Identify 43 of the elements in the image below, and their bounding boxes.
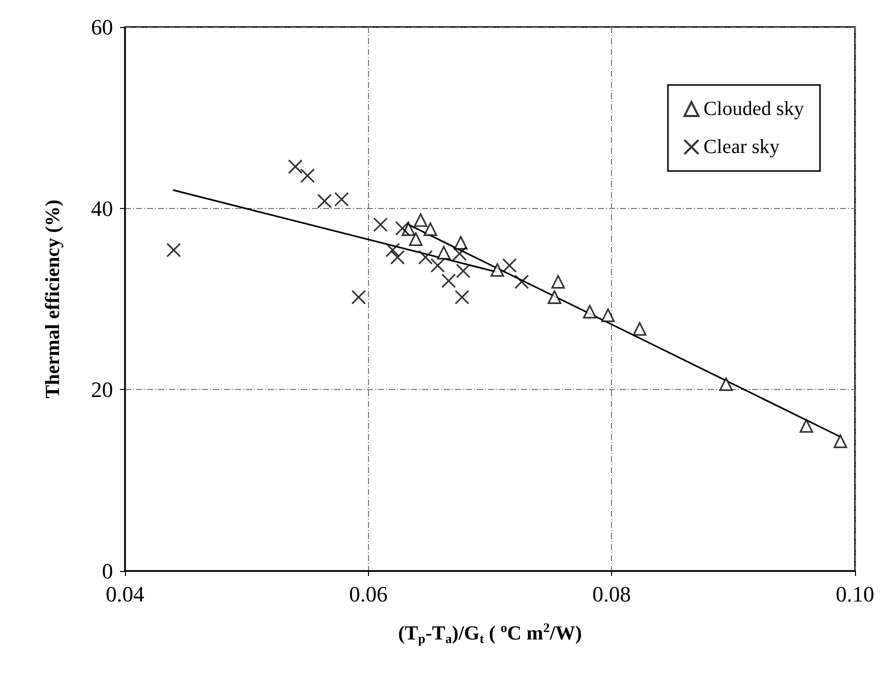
y-tick-label: 0 (102, 558, 113, 584)
point (390, 250, 405, 265)
point (452, 246, 467, 261)
point (414, 213, 428, 227)
x-tick-label: 0.06 (349, 582, 388, 606)
legend-label: Clear sky (703, 136, 780, 158)
x-tick-label: 0.04 (106, 582, 144, 606)
y-tick-label: 40 (91, 196, 113, 221)
point (601, 308, 615, 322)
y-tick-label: 20 (91, 377, 113, 402)
point (288, 159, 303, 174)
point (502, 258, 517, 273)
point (300, 168, 315, 183)
point (548, 290, 562, 304)
point (490, 263, 504, 277)
legend-label: Clouded sky (703, 98, 804, 120)
point (436, 246, 451, 260)
point (454, 290, 470, 304)
y-tick-label: 60 (91, 14, 113, 40)
point (514, 274, 529, 290)
point (166, 242, 181, 258)
point (334, 192, 349, 207)
point (385, 242, 400, 258)
point (424, 222, 438, 236)
point (632, 322, 646, 336)
point (418, 250, 433, 265)
point (408, 232, 423, 246)
point (800, 419, 814, 433)
y-axis-title: Thermal efficiency (%) (42, 200, 64, 398)
point (454, 236, 468, 250)
point (582, 304, 597, 318)
point (373, 217, 388, 232)
point (317, 194, 332, 208)
point (456, 264, 471, 278)
point (351, 290, 366, 304)
point (551, 274, 565, 289)
point (430, 258, 445, 273)
point (719, 377, 733, 392)
x-tick-label: 0.08 (592, 582, 631, 606)
x-tick-label: 0.10 (836, 582, 874, 606)
point (395, 220, 410, 236)
point (441, 274, 456, 288)
point (834, 434, 848, 448)
